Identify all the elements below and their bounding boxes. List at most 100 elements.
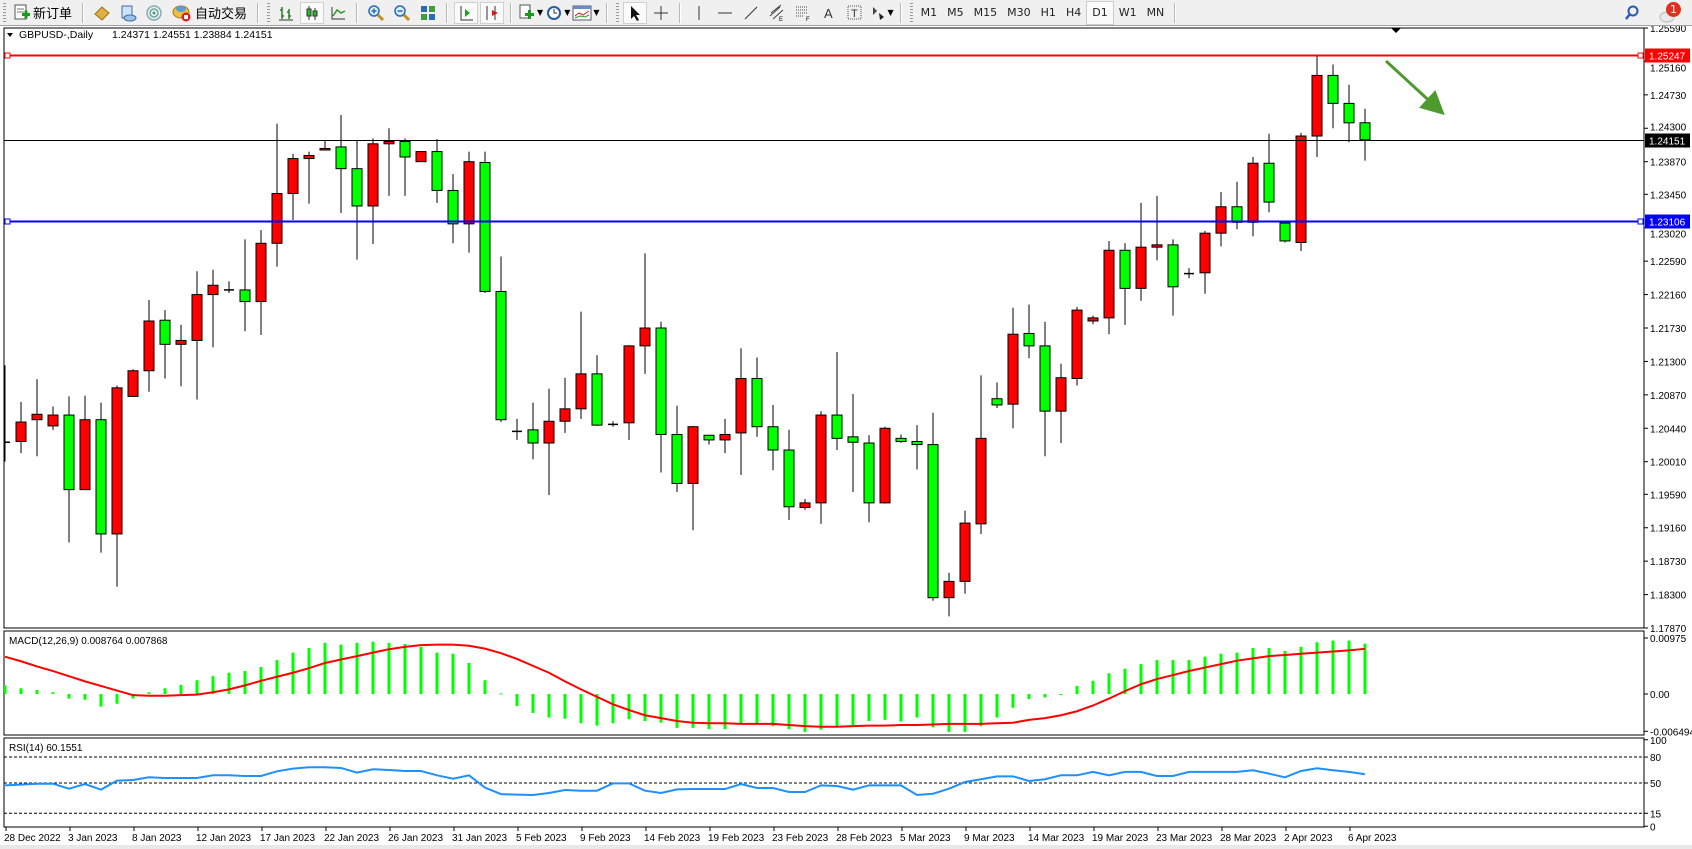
date-label: 22 Jan 2023: [324, 833, 379, 844]
timeframe-w1[interactable]: W1: [1118, 6, 1137, 19]
candlestick-chart-icon: [306, 5, 318, 20]
horizontal-line[interactable]: 1.25247: [4, 48, 1690, 63]
chart-shift-marker-icon[interactable]: [1391, 28, 1401, 33]
data-window-button[interactable]: [116, 2, 140, 24]
candle: [47, 406, 59, 430]
timeframe-h1[interactable]: H1: [1040, 6, 1056, 19]
cursor-button[interactable]: [622, 1, 647, 24]
macd-histogram-bar: [35, 689, 39, 694]
timeframe-m5[interactable]: M5: [947, 6, 964, 19]
fibonacci-button[interactable]: F: [791, 2, 815, 24]
chart-window[interactable]: 1.25590 1.25160 1.24730 1.24300 1.23870 1.234…: [0, 26, 1692, 849]
candle-body: [191, 294, 203, 341]
candle: [815, 411, 827, 524]
periods-button[interactable]: ▼: [545, 2, 570, 24]
timeframe-m1[interactable]: M1: [920, 6, 938, 19]
arrows-button[interactable]: ▼: [869, 2, 894, 24]
new-order-button[interactable]: 新订单: [10, 2, 76, 24]
trendline-button[interactable]: [739, 2, 763, 24]
timeframe-mn[interactable]: MN: [1146, 6, 1165, 19]
macd-histogram-bar: [1043, 694, 1047, 698]
macd-histogram-bar: [1139, 664, 1143, 694]
candle-body: [271, 193, 283, 244]
candle-body: [527, 429, 539, 444]
separator: [82, 2, 85, 23]
right-tools: 1: [1624, 0, 1682, 25]
text-label-icon: T: [847, 5, 861, 20]
horizontal-line-button[interactable]: [713, 2, 737, 24]
chevron-down-icon: ▼: [887, 8, 894, 17]
templates-button[interactable]: ▼: [572, 2, 600, 24]
line-anchor-handle[interactable]: [4, 52, 11, 59]
macd-histogram-bar: [1267, 648, 1271, 694]
candlestick-chart-button[interactable]: [300, 1, 325, 24]
candle: [1184, 268, 1194, 279]
auto-trading-button[interactable]: 自动交易: [168, 2, 251, 24]
down-arrow-annotation[interactable]: [1384, 59, 1445, 116]
candle-body: [399, 140, 411, 158]
indicators-button[interactable]: ▼: [518, 2, 543, 24]
auto-scroll-button[interactable]: [454, 1, 479, 24]
candle-body: [351, 168, 363, 207]
chart-shift-button[interactable]: [480, 1, 505, 24]
chart-menu-triangle-icon[interactable]: [7, 33, 13, 37]
candle: [783, 429, 795, 520]
candle: [1087, 315, 1099, 325]
candle-body: [31, 413, 43, 421]
market-watch-button[interactable]: [90, 2, 114, 24]
zoom-out-button[interactable]: [390, 2, 414, 24]
vertical-line-button[interactable]: [687, 2, 711, 24]
toolbar-grip[interactable]: [909, 2, 913, 23]
text-button[interactable]: A: [817, 2, 841, 24]
candle-body: [1055, 377, 1067, 412]
price-tick-label: 1.23020: [1650, 230, 1687, 241]
macd-histogram-bar: [515, 694, 519, 707]
macd-histogram-bar: [1235, 652, 1239, 694]
candle-body: [319, 147, 331, 151]
chart-canvas[interactable]: 1.25590 1.25160 1.24730 1.24300 1.23870 1.234…: [0, 26, 1692, 849]
line-anchor-handle[interactable]: [1637, 218, 1644, 225]
candle: [1007, 307, 1019, 429]
macd-histogram-bar: [1331, 640, 1335, 694]
toolbar-grip[interactable]: [267, 2, 271, 23]
timeframe-h4[interactable]: H4: [1065, 6, 1082, 19]
timeframe-m30[interactable]: M30: [1007, 6, 1031, 19]
tile-windows-button[interactable]: [416, 2, 440, 24]
macd-histogram-bar: [115, 694, 119, 704]
zoom-out-icon: [394, 4, 411, 21]
candle: [1055, 363, 1067, 444]
line-anchor-handle[interactable]: [1637, 52, 1644, 59]
macd-histogram-bar: [131, 694, 135, 699]
crosshair-button[interactable]: [649, 2, 673, 24]
horizontal-line[interactable]: 1.23106: [4, 214, 1690, 229]
candle-body: [1087, 317, 1099, 322]
price-series: [4, 54, 1371, 617]
svg-text:E: E: [779, 17, 783, 22]
candle-body: [815, 414, 827, 504]
line-chart-button[interactable]: [326, 2, 350, 24]
candle-body: [799, 502, 811, 509]
search-icon[interactable]: [1624, 5, 1640, 21]
macd-histogram-bar: [883, 694, 887, 720]
bar-chart-button[interactable]: [274, 2, 298, 24]
text-label-button[interactable]: T: [843, 2, 867, 24]
notification-button[interactable]: 1: [1658, 1, 1682, 24]
timeframe-m15[interactable]: M15: [973, 6, 998, 19]
macd-histogram-bar: [963, 694, 967, 732]
macd-histogram-bar: [1251, 648, 1255, 694]
candle: [271, 123, 283, 267]
candle: [495, 256, 507, 423]
candle: [527, 402, 539, 460]
timeframe-d1[interactable]: D1: [1086, 0, 1114, 25]
toolbar-grip[interactable]: [615, 2, 619, 23]
candle: [1135, 202, 1147, 301]
equidistant-channel-button[interactable]: E: [765, 2, 789, 24]
line-anchor-handle[interactable]: [4, 218, 11, 225]
zoom-in-button[interactable]: [364, 2, 388, 24]
toolbar-grip[interactable]: [3, 2, 6, 23]
vertical-line-icon: [698, 5, 699, 20]
candle: [863, 435, 875, 523]
candle: [751, 357, 763, 437]
candle-body: [559, 408, 571, 422]
navigator-button[interactable]: [142, 2, 166, 24]
